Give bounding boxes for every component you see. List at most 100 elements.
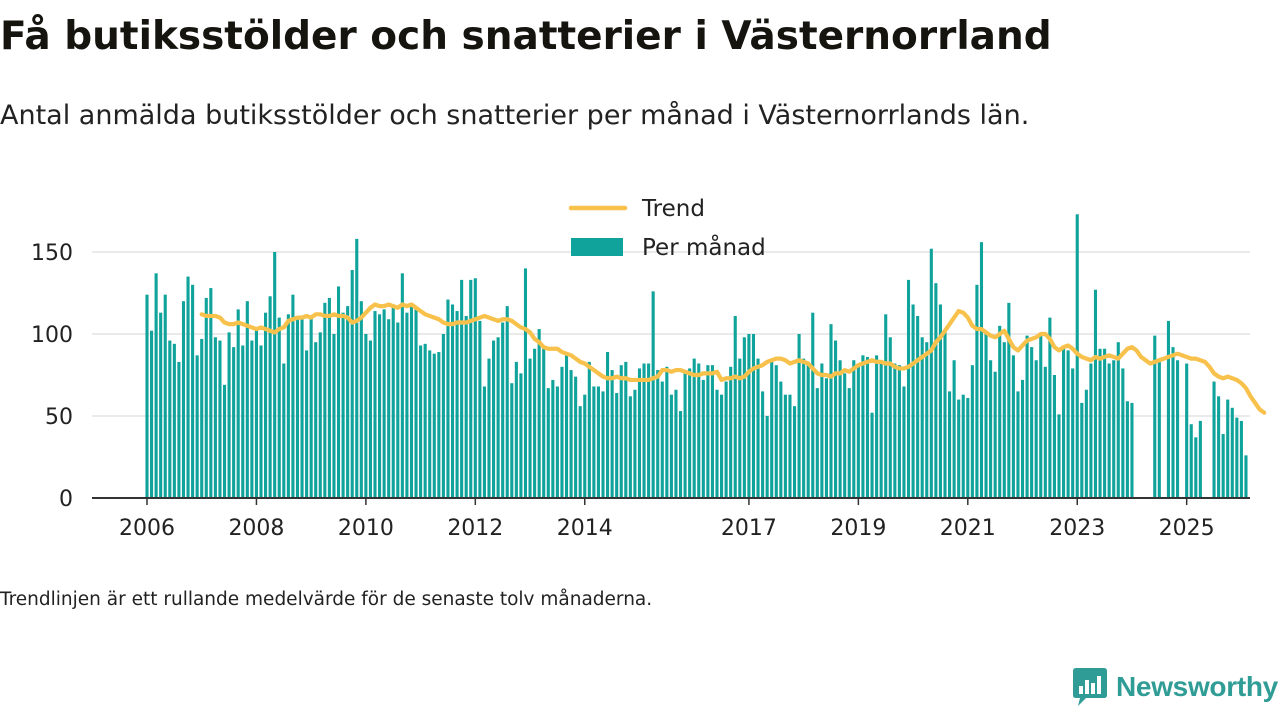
bar — [1093, 289, 1098, 498]
bar — [1048, 317, 1052, 498]
bar — [355, 238, 359, 498]
bar — [738, 358, 742, 498]
bar — [1030, 347, 1034, 498]
bar — [450, 304, 455, 498]
bar — [378, 314, 382, 498]
bar — [423, 343, 427, 498]
bar — [510, 383, 514, 498]
bar — [542, 347, 546, 498]
bar — [697, 363, 701, 498]
bar — [856, 363, 860, 498]
bar — [838, 360, 842, 498]
bar — [414, 307, 418, 498]
bar — [286, 314, 290, 498]
bar — [382, 309, 386, 498]
bar — [756, 358, 760, 498]
bar — [460, 279, 464, 498]
x-tick-label: 2010 — [338, 516, 394, 541]
bar — [209, 288, 213, 498]
legend-swatch-bars — [571, 238, 623, 256]
bar — [295, 317, 300, 498]
bar — [879, 363, 883, 498]
bar — [364, 334, 368, 498]
bar — [596, 386, 600, 498]
x-tick-label: 2019 — [830, 516, 886, 541]
bar — [204, 297, 208, 498]
bar — [464, 315, 468, 498]
bar — [254, 329, 258, 498]
bar — [1016, 391, 1020, 498]
bar — [523, 268, 528, 498]
bar — [929, 248, 933, 498]
axes: 0 50 100 150 2006 2008 2010 2012 2014 2017 2019 202… — [31, 241, 1250, 541]
bar — [829, 324, 833, 498]
bar — [350, 270, 354, 498]
bar — [432, 353, 436, 498]
bar — [501, 322, 505, 498]
bar — [555, 386, 559, 498]
chart-title: Få butiksstölder och snatterier i Väster… — [0, 14, 1052, 59]
bar — [1071, 368, 1075, 498]
bar — [323, 302, 327, 498]
bar — [701, 379, 705, 498]
bar — [1098, 348, 1102, 498]
bar — [1025, 335, 1029, 498]
bar — [300, 315, 304, 498]
bar — [1171, 347, 1175, 498]
bar — [779, 381, 783, 498]
bar — [797, 334, 801, 498]
bar — [341, 312, 345, 498]
bar — [865, 356, 870, 498]
bar — [150, 330, 154, 498]
bar — [346, 306, 350, 498]
bar — [159, 312, 163, 498]
bar — [916, 315, 920, 498]
bar — [305, 350, 309, 498]
bar — [628, 396, 632, 498]
bar — [957, 399, 961, 498]
legend-label: Trend — [641, 196, 705, 222]
bar — [514, 361, 518, 498]
bar — [232, 347, 236, 498]
bar — [218, 340, 222, 498]
bar — [615, 393, 619, 498]
bars — [145, 214, 1248, 498]
bar — [1121, 368, 1125, 498]
bar — [843, 373, 847, 498]
bar — [920, 337, 924, 498]
y-tick-label: 50 — [45, 405, 73, 430]
bar — [1084, 389, 1088, 498]
bar — [446, 299, 450, 498]
bar — [168, 340, 172, 498]
bar — [1011, 355, 1015, 498]
newsworthy-chart-bubble-icon — [1073, 668, 1107, 706]
bar — [834, 340, 838, 498]
bar — [1107, 363, 1111, 498]
bar — [583, 394, 587, 498]
bar — [606, 352, 610, 498]
bar — [989, 360, 993, 498]
bar — [1239, 420, 1243, 498]
bar — [847, 388, 851, 498]
bar — [482, 386, 486, 498]
bar — [660, 381, 664, 498]
bar — [1198, 420, 1202, 498]
bar — [619, 365, 623, 498]
bar — [1157, 360, 1161, 498]
bar — [706, 365, 710, 498]
bar — [979, 242, 984, 498]
bar — [1217, 396, 1221, 498]
x-tick-label: 2014 — [557, 516, 613, 541]
bar — [473, 278, 477, 498]
bar — [742, 337, 746, 498]
bar — [751, 334, 756, 498]
trend-line — [199, 302, 1267, 415]
bar — [870, 412, 874, 498]
bar — [683, 371, 687, 498]
bar — [1007, 302, 1011, 498]
bar — [720, 394, 724, 498]
bar — [268, 296, 272, 498]
bar — [1089, 363, 1093, 498]
legend-label: Per månad — [642, 233, 766, 261]
logo-text: Newsworthy — [1116, 671, 1278, 702]
